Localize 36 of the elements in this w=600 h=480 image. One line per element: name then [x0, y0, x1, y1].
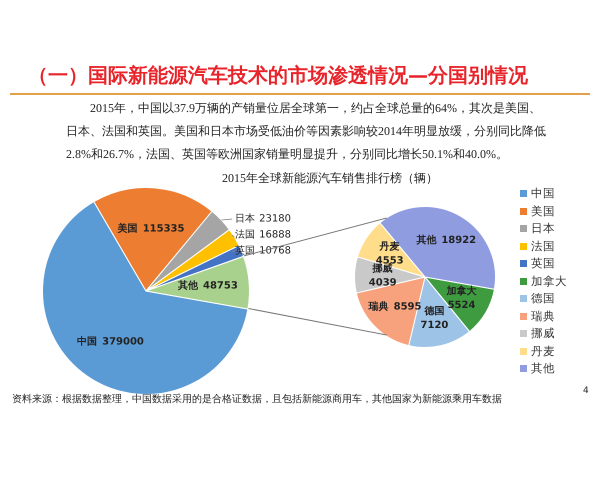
data-label: 4039 [368, 277, 397, 288]
legend-label: 挪威 [530, 325, 556, 342]
legend-label: 加拿大 [530, 272, 567, 290]
data-label: 48753 [202, 280, 238, 292]
slice-label: 德国 [423, 304, 444, 317]
text: 资料来源：根据数据整理，中国数据采用的是合格证数据，且包括新能源商用车，其他国家为新能源乘用车数据 [12, 392, 502, 406]
slice-label: 其他 [176, 279, 199, 292]
data-label: 7120 [420, 320, 448, 331]
chart-title: 2015年全球新能源汽车销售排行榜（辆） [221, 170, 439, 187]
slice-label: 其他 [415, 234, 438, 246]
slice-label: 美国 [116, 222, 138, 235]
data-label: 10768 [259, 246, 291, 257]
text: （一）国际新能源汽车技术的市场渗透情况—分国别情况 [10, 62, 590, 95]
slice-label: 法国 [235, 228, 256, 241]
data-label: 379000 [102, 336, 144, 348]
legend-label: 中国 [530, 185, 556, 202]
data-label: 23180 [259, 214, 291, 225]
slice-label: 丹麦 [378, 240, 400, 252]
slice-label: 中国 [77, 336, 98, 348]
legend-label: 其他 [530, 360, 556, 377]
data-label: 5524 [448, 300, 476, 311]
slice-label: 加拿大 [445, 284, 478, 297]
legend-label: 德国 [530, 290, 556, 307]
slice-label: 瑞典 [368, 300, 389, 312]
text: 2015年，中国以37.9万辆的产销量位居全球第一，约占全球总量的64%，其次是美国、日本、法国和英国。美国和日本市场受低油价等因素影响较2014年明显放缓，分别同比降低2.8%和26.7%，法国、英国等欧洲国家销量明显提升，分别同比增长50.1%和40.0%。 [66, 100, 547, 163]
legend-label: 丹麦 [530, 342, 556, 360]
legend-label: 日本 [530, 220, 556, 237]
data-label: 16888 [259, 230, 291, 241]
legend-label: 法国 [530, 238, 556, 254]
legend-label: 英国 [530, 255, 556, 272]
slice-label: 日本 [235, 212, 256, 225]
legend-label: 美国 [530, 202, 556, 220]
data-label: 18922 [441, 235, 476, 246]
text: 4 [583, 386, 589, 396]
data-label: 115335 [142, 224, 184, 235]
legend-label: 瑞典 [530, 308, 556, 324]
